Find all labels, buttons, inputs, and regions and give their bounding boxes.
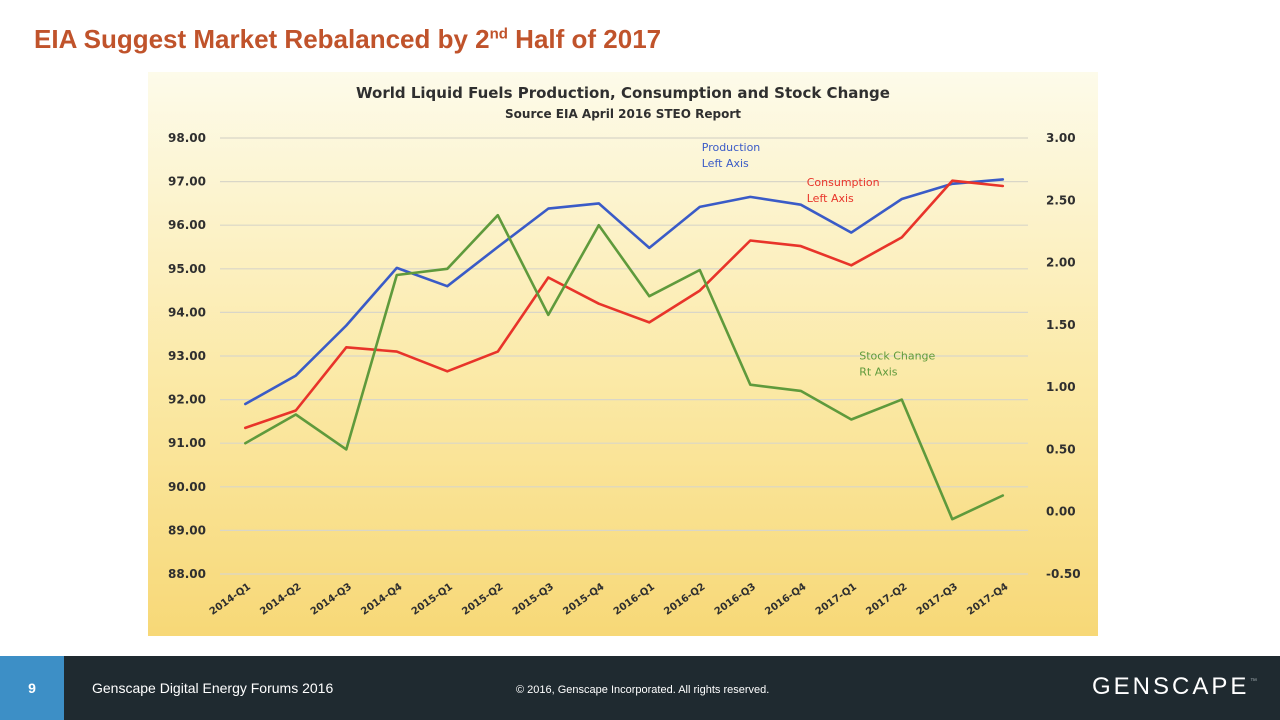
right-axis-tick-label: 2.50 [1046, 193, 1076, 207]
chart-panel: World Liquid Fuels Production, Consumpti… [148, 72, 1098, 636]
series-label-production: Production [702, 141, 761, 154]
right-axis-tick-label: 0.00 [1046, 505, 1076, 519]
left-axis-tick-label: 88.00 [168, 567, 206, 581]
series-labels: Production Left Axis Consumption Left Axis S… [702, 141, 936, 379]
chart-subtitle: Source EIA April 2016 STEO Report [505, 107, 741, 121]
right-axis-tick-label: 2.00 [1046, 256, 1076, 270]
page-number: 9 [0, 656, 64, 720]
series-label-stock-change: Stock Change [859, 350, 935, 363]
series-line-production [244, 178, 1005, 406]
left-axis-tick-label: 91.00 [168, 436, 206, 450]
right-axis-tick-label: 1.00 [1046, 380, 1076, 394]
left-axis-tick-label: 93.00 [168, 349, 206, 363]
logo-trademark: ™ [1250, 678, 1257, 685]
series-label-consumption: Consumption [807, 176, 880, 189]
right-axis-tick-label: 3.00 [1046, 131, 1076, 145]
footer: 9 Genscape Digital Energy Forums 2016 © … [0, 656, 1280, 720]
footer-event-name: Genscape Digital Energy Forums 2016 [92, 680, 334, 696]
series-label-consumption: Left Axis [807, 192, 854, 205]
right-axis: 3.00 2.50 2.00 1.50 1.00 0.50 0.00 -0.50 [1046, 131, 1081, 581]
left-axis-tick-label: 95.00 [168, 262, 206, 276]
left-axis-tick-label: 97.00 [168, 175, 206, 189]
right-axis-tick-label: 0.50 [1046, 442, 1076, 456]
series-label-production: Left Axis [702, 157, 749, 170]
genscape-logo: GENSCAPE [1092, 673, 1250, 700]
left-axis-tick-label: 90.00 [168, 480, 206, 494]
left-axis-tick-label: 89.00 [168, 523, 206, 537]
slide-title-end: Half of 2017 [507, 24, 662, 54]
slide-title-superscript: nd [489, 25, 508, 43]
left-axis-tick-label: 96.00 [168, 218, 206, 232]
chart-background [148, 72, 1098, 636]
series-label-stock-change: Rt Axis [859, 366, 898, 379]
series-line-stock-change [244, 213, 1005, 521]
left-axis: 98.00 97.00 96.00 95.00 94.00 93.00 92.00 91.00… [168, 131, 206, 581]
slide-title-main: EIA Suggest Market Rebalanced by 2 [34, 24, 490, 54]
left-axis-tick-label: 92.00 [168, 393, 206, 407]
series-line-consumption [244, 179, 1005, 430]
right-axis-tick-label: 1.50 [1046, 318, 1076, 332]
left-axis-tick-label: 98.00 [168, 131, 206, 145]
chart-title: World Liquid Fuels Production, Consumpti… [356, 84, 890, 102]
series-layer [244, 178, 1005, 521]
chart-svg: World Liquid Fuels Production, Consumpti… [148, 72, 1098, 636]
left-axis-tick-label: 94.00 [168, 305, 206, 319]
right-axis-tick-label: -0.50 [1046, 567, 1081, 581]
slide-title: EIA Suggest Market Rebalanced by 2nd Hal… [34, 24, 661, 55]
footer-copyright: © 2016, Genscape Incorporated. All right… [516, 684, 770, 696]
